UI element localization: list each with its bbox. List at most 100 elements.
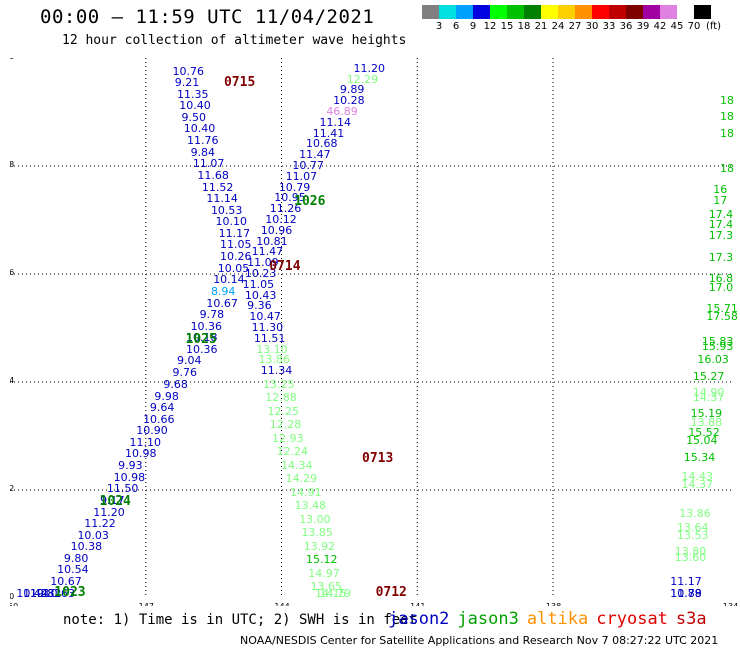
wave-height-label: 11.05 (219, 238, 252, 252)
wave-height-label: 10.76 (172, 64, 204, 78)
wave-height-label: 10.95 (274, 191, 306, 205)
scale-tick-label: 18 (517, 21, 531, 32)
wave-height-label: 15.71 (706, 302, 738, 316)
wave-height-label: 13.65 (310, 580, 342, 594)
wave-height-label: 13.64 (677, 520, 709, 534)
wave-height-label: 10.63 (43, 586, 76, 600)
scale-swatch (609, 5, 626, 19)
wave-height-label: 13.86 (679, 507, 711, 521)
wave-height-label: 17.0 (708, 280, 734, 294)
wave-height-label: 14.91 (290, 485, 322, 499)
wave-height-label: 9.81 (36, 587, 62, 600)
scale-tick-label: 6 (452, 21, 460, 32)
wave-height-label: 10.77 (292, 159, 324, 172)
scale-tick-label: 24 (551, 21, 565, 32)
wave-height-label: 12.88 (265, 391, 297, 405)
wave-height-label: 16.8 (708, 272, 734, 286)
wave-height-label: 10.36 (190, 319, 223, 333)
lon-tick-label: -134 (720, 602, 738, 606)
wave-height-label: 10.23 (244, 267, 277, 280)
wave-height-label: 13.60 (674, 550, 707, 564)
scale-tick-label: 33 (602, 21, 616, 32)
wave-height-label: 11.17 (670, 574, 702, 588)
wave-height-label: 11.30 (251, 321, 284, 334)
wave-height-label: 9.84 (190, 145, 216, 159)
satellite-legend: jason2 jason3 altika cryosat s3a (388, 609, 715, 629)
wave-height-label: 13.92 (303, 539, 336, 553)
lon-tick-label: -144 (272, 602, 290, 606)
wave-height-label: 10.81 (256, 234, 288, 248)
wave-height-label: 13.85 (301, 526, 333, 540)
wave-height-label: 11.47 (299, 148, 331, 162)
scale-tick-label: 70 (687, 21, 701, 32)
wave-height-label: 11.50 (106, 482, 139, 496)
wave-height-label: 10.26 (219, 250, 252, 264)
scale-tick-label: 42 (653, 21, 667, 32)
wave-height-label: 10.14 (213, 273, 245, 287)
wave-height-label: 10.67 (206, 296, 238, 310)
wave-height-label: 10.54 (57, 563, 89, 577)
scale-tick-label: 27 (568, 21, 582, 32)
wave-height-label: 10.66 (143, 412, 175, 426)
scale-swatch (456, 5, 473, 19)
wave-height-label: 17 (713, 194, 728, 208)
lat-tick-label: 30 (10, 592, 15, 601)
wave-height-label: 10.47 (249, 310, 281, 324)
wave-height-label: 15.19 (690, 407, 723, 421)
scale-swatch (558, 5, 575, 19)
wave-height-label: 10.68 (305, 137, 338, 151)
wave-height-label: 15.27 (692, 369, 725, 383)
map-grid (10, 58, 734, 598)
wave-height-label: 11.47 (251, 245, 284, 259)
credit-line: NOAA/NESDIS Center for Satellite Applica… (240, 634, 719, 647)
lat-tick-label: 38 (10, 160, 15, 169)
wave-height-label: 14.79 (319, 587, 352, 600)
scale-tick-label: 36 (619, 21, 633, 32)
wave-height-label: 9.04 (177, 354, 202, 368)
wave-height-label: 10.98 (124, 447, 157, 461)
scale-swatch (524, 5, 541, 19)
wave-height-label: 11.20 (93, 505, 125, 519)
wave-height-label: 17.58 (706, 310, 738, 324)
page-title: 00:00 – 11:59 UTC 11/04/2021 (40, 6, 375, 28)
wave-height-label: 13.00 (299, 512, 331, 526)
wave-height-label: 13.86 (258, 353, 290, 367)
wave-height-label: 9.89 (339, 83, 365, 97)
scale-tick-label: 3 (435, 21, 443, 32)
wave-height-label: 16.03 (697, 353, 729, 367)
wave-height-label: 18 (720, 110, 734, 124)
wave-height-label: 17.3 (708, 229, 734, 243)
pass-time-label: 0714 (269, 258, 301, 274)
wave-height-label: 8.94 (210, 284, 236, 298)
wave-height-label: 12.24 (276, 445, 309, 459)
wave-height-label: 10.18 (186, 331, 218, 345)
wave-height-label: 11.35 (177, 87, 209, 101)
wave-height-label: 10.36 (186, 343, 218, 357)
wave-height-label: 9.78 (199, 308, 225, 322)
wave-height-label: 9.21 (174, 75, 200, 89)
scale-swatch (575, 5, 592, 19)
scale-swatch (507, 5, 524, 19)
scale-unit-label: (ft) (706, 21, 722, 32)
wave-height-label: 12.29 (346, 72, 379, 86)
scale-tick-label: 15 (500, 21, 514, 32)
scale-swatch (660, 5, 677, 19)
scale-tick-label: 30 (585, 21, 599, 32)
pass-time-label: 1023 (54, 585, 86, 600)
wave-height-label: 11.14 (206, 191, 238, 205)
wave-height-label: 11.07 (285, 169, 318, 183)
wave-height-label: 18 (720, 161, 734, 175)
wave-height-label: 10.98 (113, 470, 146, 484)
scale-tick-label: 21 (534, 21, 548, 32)
scale-swatch (592, 5, 609, 19)
legend-cryosat: cryosat (596, 609, 668, 629)
wave-height-label: 14.15 (315, 587, 347, 600)
wave-height-label: 15.34 (683, 450, 716, 464)
wave-height-label: 13.80 (674, 545, 707, 559)
wave-height-label: 11.26 (269, 202, 302, 216)
wave-height-label: 11.23 (23, 587, 55, 600)
scale-tick-label: 39 (636, 21, 650, 32)
scale-tick-label: 45 (670, 21, 684, 32)
wave-height-label: 13.48 (294, 499, 327, 513)
